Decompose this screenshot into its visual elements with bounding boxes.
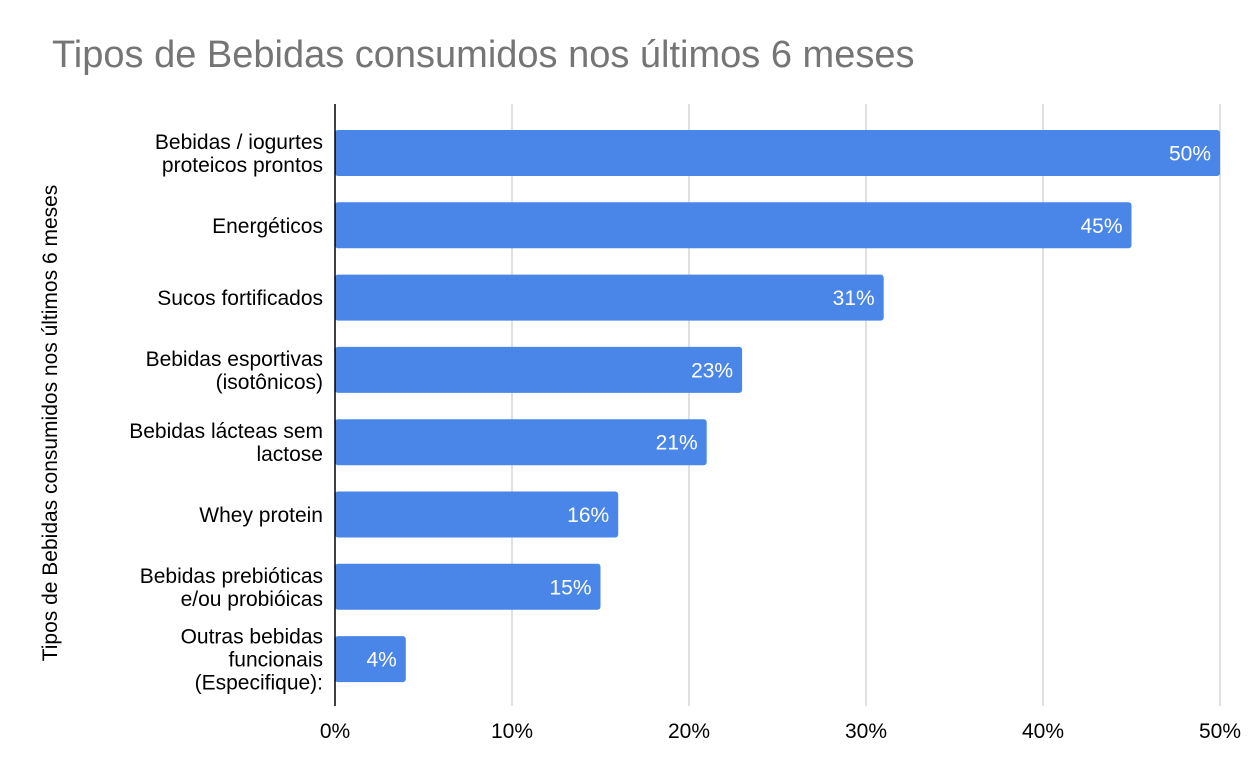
data-label: 21% <box>656 432 698 455</box>
category-label: funcionais <box>228 649 323 672</box>
category-label: Bebidas esportivas <box>146 348 323 371</box>
category-label: (Especifique): <box>195 672 323 695</box>
data-label: 16% <box>567 504 609 527</box>
x-tick-label: 30% <box>845 720 887 743</box>
bar <box>335 346 743 393</box>
x-tick-label: 0% <box>320 720 350 743</box>
x-tick-labels: 0% 10% 20% 30% 40% 50% <box>320 720 1241 743</box>
bar <box>335 202 1132 249</box>
category-label: Energéticos <box>212 215 323 238</box>
category-label: lactose <box>256 443 323 466</box>
y-axis-title: Tipos de Bebidas consumidos nos últimos … <box>39 185 62 662</box>
category-label: Bebidas lácteas sem <box>129 420 323 443</box>
gridlines <box>511 104 1221 706</box>
category-label: Sucos fortificados <box>157 287 323 310</box>
bar <box>335 130 1220 176</box>
data-label: 50% <box>1169 143 1211 166</box>
data-label: 45% <box>1080 215 1122 238</box>
data-label: 23% <box>691 359 733 382</box>
category-label: (isotônicos) <box>216 371 323 394</box>
chart-title: Tipos de Bebidas consumidos nos últimos … <box>52 34 915 76</box>
bar <box>335 419 707 466</box>
bar <box>335 563 601 610</box>
category-label: Bebidas / iogurtes <box>155 131 323 154</box>
data-label: 4% <box>366 649 396 672</box>
x-tick-label: 50% <box>1199 720 1241 743</box>
bar <box>335 636 406 683</box>
x-tick-label: 10% <box>491 720 533 743</box>
data-label: 15% <box>549 576 591 599</box>
x-tick-label: 40% <box>1022 720 1064 743</box>
bars <box>335 130 1220 683</box>
data-label: 31% <box>833 287 875 310</box>
data-labels: 50% 45% 31% 23% 21% 16% 15% 4% <box>366 143 1211 672</box>
x-tick-label: 20% <box>668 720 710 743</box>
category-label: e/ou probióicas <box>181 588 323 611</box>
bar <box>335 491 619 538</box>
category-label: Whey protein <box>199 504 323 527</box>
bar <box>335 274 884 321</box>
category-label: proteicos prontos <box>162 154 323 177</box>
category-label: Bebidas prebióticas <box>140 565 323 588</box>
category-label: Outras bebidas <box>181 626 323 649</box>
